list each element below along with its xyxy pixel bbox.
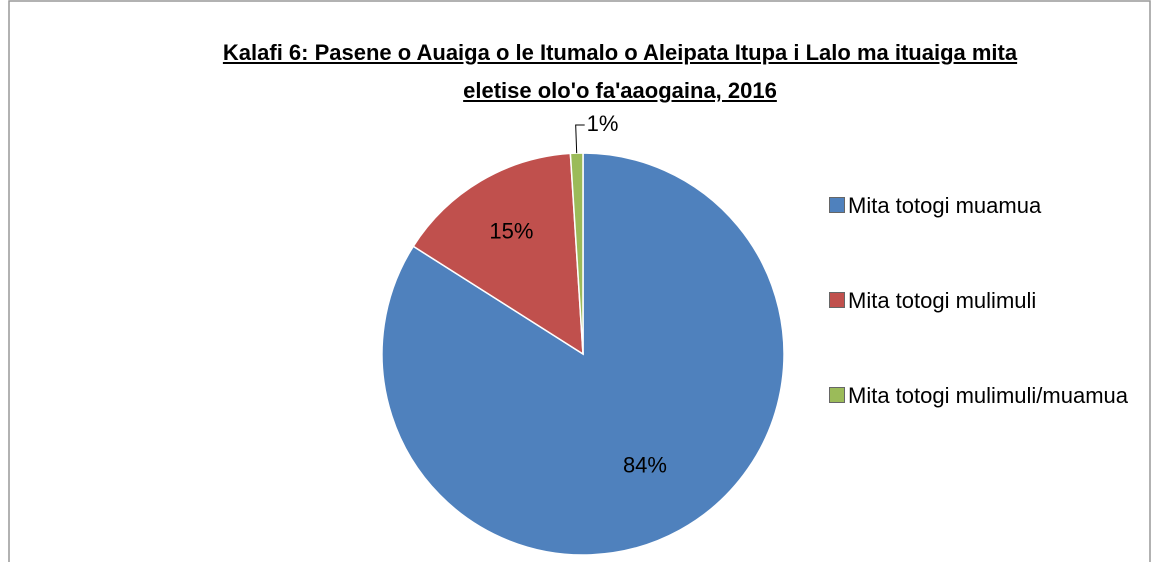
- legend-swatch: [829, 197, 845, 213]
- legend-label: Mita totogi mulimuli/muamua: [848, 383, 1128, 408]
- pie-slice: [569, 152, 584, 355]
- data-label: 1%: [587, 111, 619, 136]
- leader-line: [575, 124, 585, 154]
- legend-label: Mita totogi muamua: [848, 193, 1042, 218]
- legend-label: Mita totogi mulimuli: [848, 288, 1037, 313]
- legend-swatch: [829, 387, 845, 403]
- data-label: 15%: [489, 219, 533, 244]
- data-label: 84%: [623, 453, 667, 478]
- legend-swatch: [829, 292, 845, 308]
- chart-title: Kalafi 6: Pasene o Auaiga o le Itumalo o…: [222, 40, 1018, 103]
- chart-frame: [8, 0, 1151, 562]
- pie-slice: [412, 152, 584, 356]
